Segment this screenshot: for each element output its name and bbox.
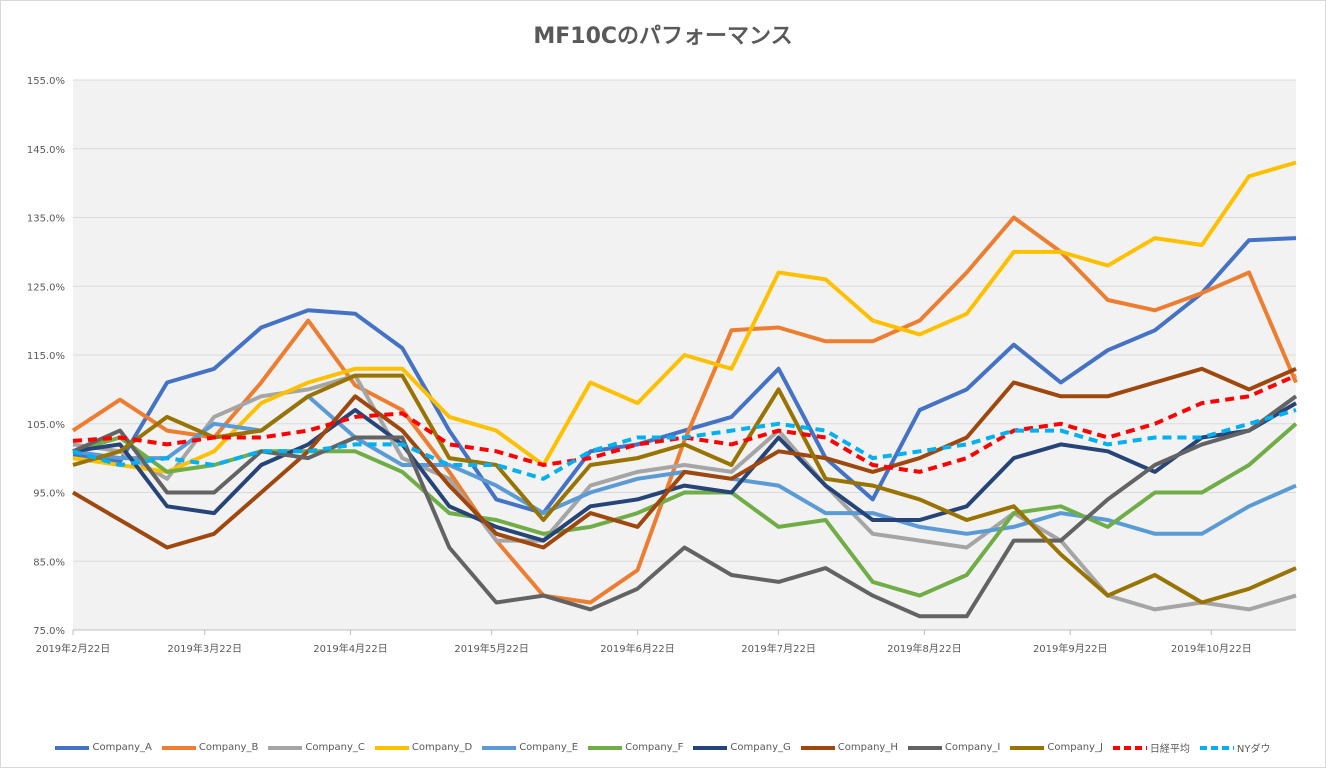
legend-item: Company_B <box>161 740 259 755</box>
series-line-Company_I <box>72 394 1298 619</box>
legend-item: NYダウ <box>1199 740 1271 755</box>
series-line-NYダウ <box>72 408 1297 481</box>
legend-item: 日経平均 <box>1112 740 1190 755</box>
y-tick-label: 75.0% <box>33 626 65 637</box>
series-line-Company_H <box>71 366 1297 550</box>
y-tick-label: 95.0% <box>33 489 65 500</box>
y-tick-label: 155.0% <box>27 76 65 87</box>
legend-swatch <box>1112 745 1147 750</box>
series-line-Company_G <box>72 401 1298 543</box>
y-tick-label: 115.0% <box>27 351 65 362</box>
legend-swatch <box>907 745 942 750</box>
legend-item: Company_C <box>268 740 365 755</box>
legend-swatch <box>374 745 409 750</box>
legend-swatch <box>588 745 623 750</box>
legend-label: NYダウ <box>1236 744 1271 755</box>
x-tick-label: 2019年4月22日 <box>313 642 388 655</box>
legend-label: Company_D <box>411 742 473 753</box>
legend-label: Company_F <box>625 742 684 753</box>
legend-item: Company_I <box>907 740 1001 755</box>
x-tick-label: 2019年8月22日 <box>887 642 962 655</box>
y-tick-label: 105.0% <box>27 420 65 431</box>
y-tick-label: 145.0% <box>27 145 65 156</box>
legend-swatch <box>1199 745 1234 750</box>
y-tick-label: 125.0% <box>27 282 65 293</box>
legend-swatch <box>161 745 196 750</box>
legend-item: Company_A <box>55 740 152 755</box>
legend-label: Company_B <box>198 742 259 753</box>
x-tick-label: 2019年3月22日 <box>167 642 242 655</box>
legend-item: Company_J <box>1010 740 1103 755</box>
series-line-Company_B <box>71 215 1298 605</box>
legend-swatch <box>268 745 303 750</box>
series-line-Company_A <box>72 236 1297 516</box>
x-tick-label: 2019年5月22日 <box>454 642 529 655</box>
y-tick-label: 85.0% <box>33 557 65 568</box>
legend-label: Company_H <box>837 742 898 753</box>
legend-label: 日経平均 <box>1149 744 1190 755</box>
legend-item: Company_E <box>482 740 578 755</box>
x-tick-label: 2019年2月22日 <box>36 642 111 655</box>
legend-label: Company_G <box>730 742 791 753</box>
chart-title: MF10Cのパフォーマンス <box>533 24 793 49</box>
x-tick-label: 2019年9月22日 <box>1033 642 1108 655</box>
legend-swatch <box>800 745 835 750</box>
legend-swatch <box>55 745 90 750</box>
x-tick-label: 2019年7月22日 <box>741 642 816 655</box>
x-tick-label: 2019年10月22日 <box>1171 642 1252 655</box>
legend-label: Company_A <box>92 742 152 753</box>
x-tick-label: 2019年6月22日 <box>600 642 675 655</box>
legend-swatch <box>693 745 728 750</box>
legend: Company_A Company_B Company_C Company_D Comp… <box>0 740 1326 755</box>
legend-label: Company_J <box>1047 742 1103 753</box>
legend-item: Company_H <box>800 740 898 755</box>
legend-item: Company_F <box>588 740 683 755</box>
legend-label: Company_E <box>519 742 579 753</box>
legend-item: Company_G <box>693 740 791 755</box>
legend-label: Company_C <box>305 742 365 753</box>
y-tick-label: 135.0% <box>27 214 65 225</box>
legend-item: Company_D <box>374 740 473 755</box>
series-line-Company_F <box>72 422 1298 598</box>
legend-label: Company_I <box>944 742 1001 753</box>
legend-swatch <box>1010 745 1045 750</box>
legend-swatch <box>482 745 517 750</box>
series-line-Company_C <box>72 373 1297 612</box>
series-line-Company_J <box>72 373 1297 605</box>
series-line-Company_D <box>72 160 1297 474</box>
